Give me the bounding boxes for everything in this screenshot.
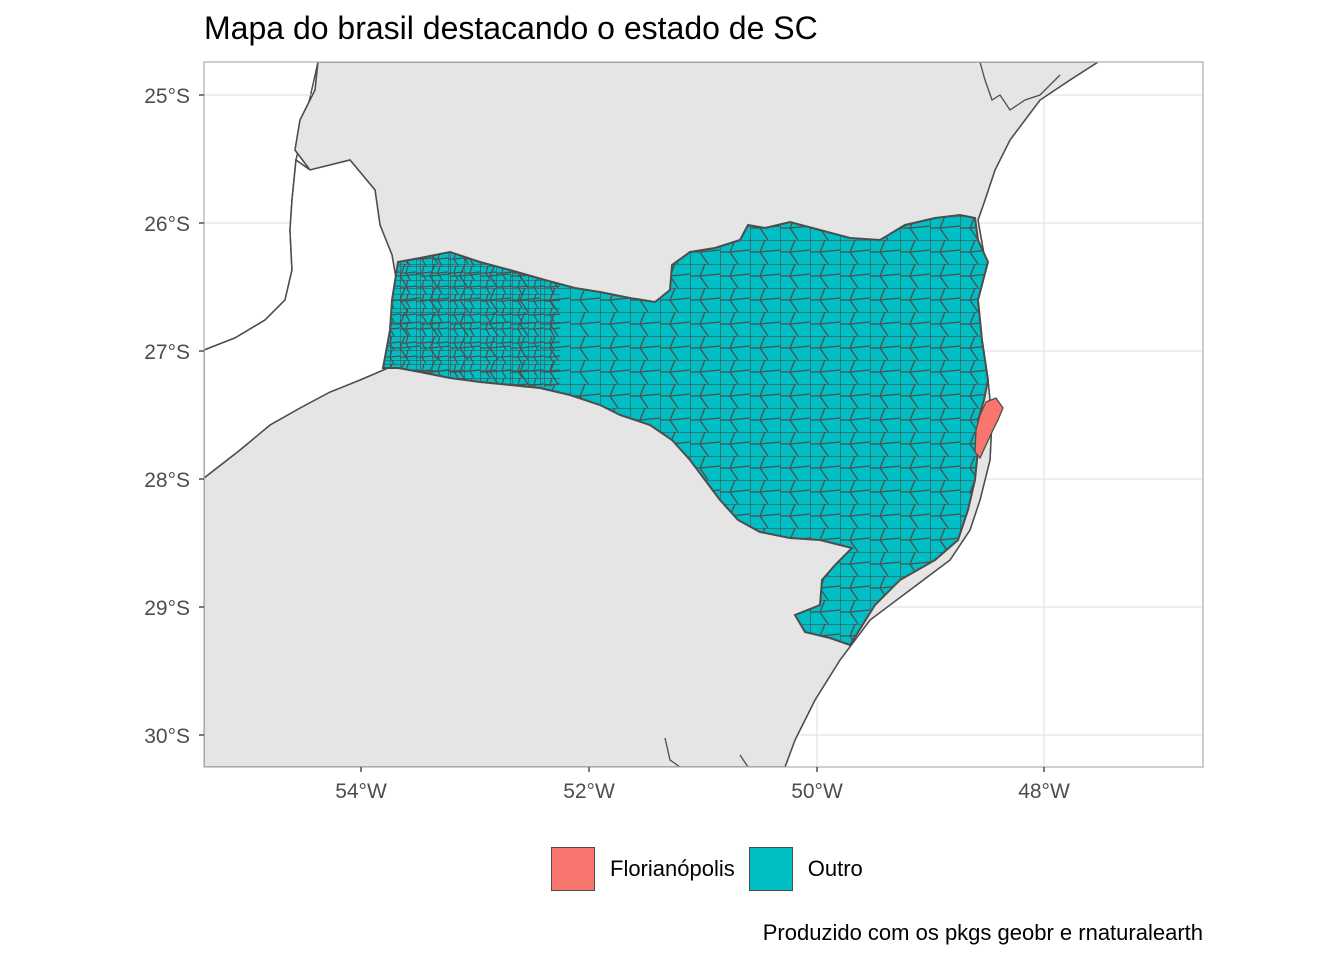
lat-tick-label: 25°S [144, 85, 190, 108]
map-caption: Produzido com os pkgs geobr e rnaturalea… [762, 920, 1203, 945]
florianopolis-area [974, 397, 1004, 460]
lon-tick-label: 48°W [1018, 780, 1070, 803]
legend-key-outro [748, 847, 793, 891]
lat-tick-label: 26°S [144, 213, 190, 236]
lon-tick-label: 50°W [791, 780, 843, 803]
panel-border [203, 61, 1204, 768]
lagoon-detail [664, 737, 749, 767]
lon-tick-label: 54°W [335, 780, 387, 803]
argentina-overlay [204, 158, 399, 479]
lon-tick-label: 52°W [563, 780, 615, 803]
map-title: Mapa do brasil destacando o estado de SC [204, 10, 818, 46]
municipality-borders-west [383, 252, 560, 388]
legend: Florianópolis Outro [551, 846, 877, 892]
lat-tick-label: 30°S [144, 725, 190, 748]
legend-label: Outro [807, 856, 863, 881]
lat-tick-label: 29°S [144, 597, 190, 620]
legend-label: Florianópolis [610, 856, 735, 881]
coastline-detail [979, 62, 1061, 111]
legend-key-florianopolis [551, 847, 595, 891]
lat-tick-label: 28°S [144, 469, 190, 492]
lat-tick-label: 27°S [144, 341, 190, 364]
